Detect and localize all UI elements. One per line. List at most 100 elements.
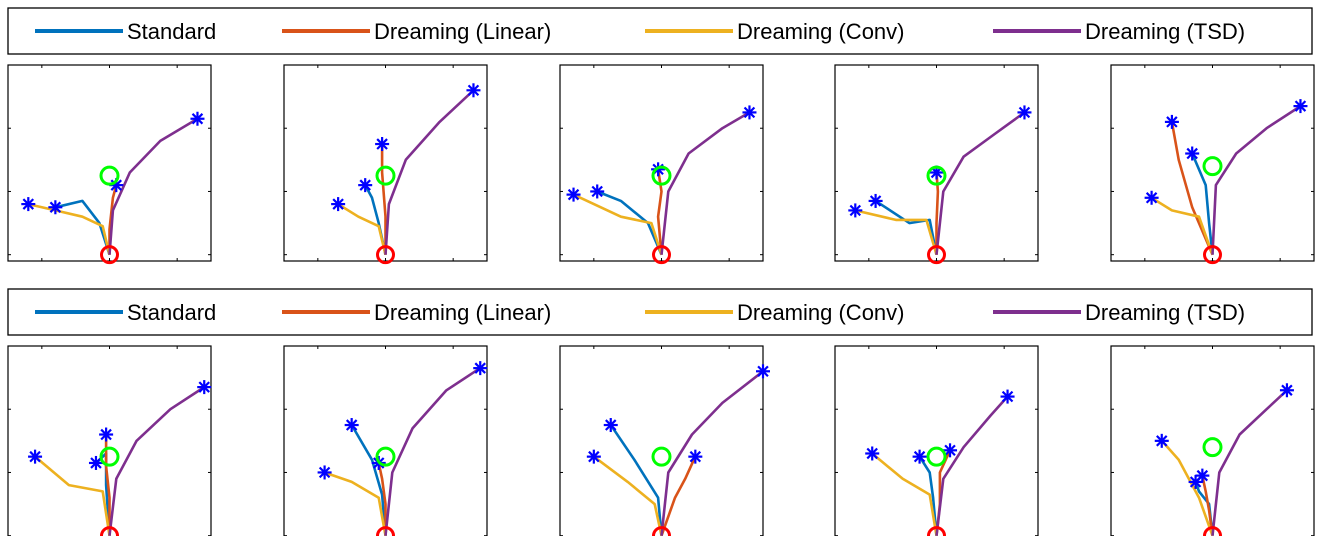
endpoint-marker-3 (28, 449, 43, 464)
trajectory-series-4 (384, 367, 481, 536)
star-stroke (49, 201, 62, 213)
endpoint-marker-2 (375, 137, 390, 152)
trajectory-series-4 (660, 111, 751, 255)
star-stroke (605, 419, 617, 431)
trajectory-series-3 (337, 202, 387, 256)
star-stroke (29, 450, 41, 463)
goal-marker (926, 165, 947, 186)
endpoint-marker-4 (756, 364, 770, 379)
goal-marker (99, 165, 120, 186)
goal-marker (651, 165, 672, 186)
panel-top-5 (1110, 64, 1315, 265)
legend-label-dreaming-tsd: Dreaming (TSD) (1085, 19, 1245, 44)
star-stroke (22, 198, 35, 210)
star-stroke (591, 185, 603, 198)
endpoint-marker-3 (586, 449, 601, 464)
goal-marker (926, 446, 947, 467)
star-stroke (90, 457, 102, 469)
trajectory-series-2 (656, 169, 663, 255)
trajectory-series-4 (1211, 389, 1288, 536)
trajectory-series-3 (324, 471, 387, 536)
goal-marker (375, 165, 396, 186)
star-stroke (757, 365, 769, 378)
trajectory-series-4 (108, 386, 205, 536)
star-stroke (359, 179, 371, 191)
trajectory-series-1 (918, 455, 938, 536)
star-stroke (318, 466, 331, 479)
trajectory-series-2 (1201, 475, 1214, 536)
star-stroke (1294, 100, 1307, 112)
start-marker (1203, 245, 1222, 265)
endpoint-marker-4 (190, 111, 205, 126)
goal-marker (375, 446, 396, 467)
axes-box (559, 345, 764, 536)
trajectory-series-1 (609, 424, 663, 536)
endpoint-marker-4 (742, 105, 757, 120)
star-stroke (191, 113, 204, 125)
trajectory-series-3 (1150, 196, 1214, 256)
goal-marker (1202, 156, 1223, 177)
panel-top-3 (559, 64, 764, 265)
star-stroke (869, 195, 882, 207)
endpoint-marker-4 (1293, 99, 1308, 114)
star-stroke (467, 84, 480, 97)
trajectory-series-4 (384, 89, 475, 255)
endpoint-marker-1 (603, 418, 618, 433)
star-stroke (689, 450, 702, 463)
star-stroke (567, 188, 580, 201)
trajectory-series-3 (871, 452, 938, 536)
star-stroke (866, 447, 878, 460)
start-marker (376, 245, 395, 265)
endpoint-marker-4 (1000, 389, 1015, 404)
endpoint-marker-3 (1144, 190, 1159, 205)
endpoint-marker-4 (473, 361, 488, 376)
legend-label-dreaming-tsd: Dreaming (TSD) (1085, 300, 1245, 325)
endpoint-marker-3 (331, 197, 346, 212)
panel-bottom-3 (559, 345, 770, 536)
star-stroke (198, 381, 210, 393)
endpoint-marker-1 (868, 193, 883, 208)
star-stroke (944, 444, 956, 457)
star-stroke (332, 198, 344, 210)
star-stroke (376, 138, 388, 150)
endpoint-marker-2 (1164, 114, 1179, 129)
trajectory-series-3 (34, 455, 111, 536)
trajectory-series-1 (1191, 152, 1214, 255)
goal-marker (1202, 437, 1223, 458)
star-stroke (1166, 116, 1178, 128)
legend-label-dreaming-linear: Dreaming (Linear) (374, 300, 551, 325)
endpoint-marker-3 (865, 446, 880, 461)
trajectory-series-4 (660, 370, 764, 536)
endpoint-marker-2 (1195, 468, 1210, 483)
trajectory-series-1 (350, 424, 387, 536)
star-stroke (1001, 390, 1014, 403)
endpoint-marker-2 (99, 427, 114, 442)
endpoint-marker-4 (1279, 383, 1294, 398)
star-stroke (1145, 192, 1158, 204)
panel-top-1 (7, 64, 212, 265)
endpoint-marker-4 (197, 380, 212, 395)
star-stroke (1281, 384, 1293, 396)
panel-top-4 (834, 64, 1039, 265)
endpoint-marker-3 (21, 197, 36, 212)
legend-label-dreaming-linear: Dreaming (Linear) (374, 19, 551, 44)
trajectory-series-4 (108, 117, 199, 255)
star-stroke (913, 450, 926, 463)
start-marker (652, 245, 671, 265)
trajectory-series-4 (935, 395, 1009, 536)
start-marker (100, 245, 119, 265)
endpoint-marker-1 (344, 418, 359, 433)
panel-bottom-2 (283, 345, 488, 536)
star-stroke (110, 179, 122, 191)
trajectory-series-2 (660, 456, 697, 536)
endpoint-marker-4 (466, 83, 481, 98)
legend-label-dreaming-conv: Dreaming (Conv) (737, 19, 905, 44)
endpoint-marker-1 (48, 200, 63, 215)
endpoint-marker-1 (88, 455, 103, 470)
legend-label-standard: Standard (127, 19, 216, 44)
trajectory-series-2 (377, 462, 387, 536)
endpoint-marker-3 (566, 187, 581, 202)
trajectory-series-1 (596, 190, 663, 256)
star-stroke (1196, 469, 1209, 482)
legend-label-standard: Standard (127, 300, 216, 325)
